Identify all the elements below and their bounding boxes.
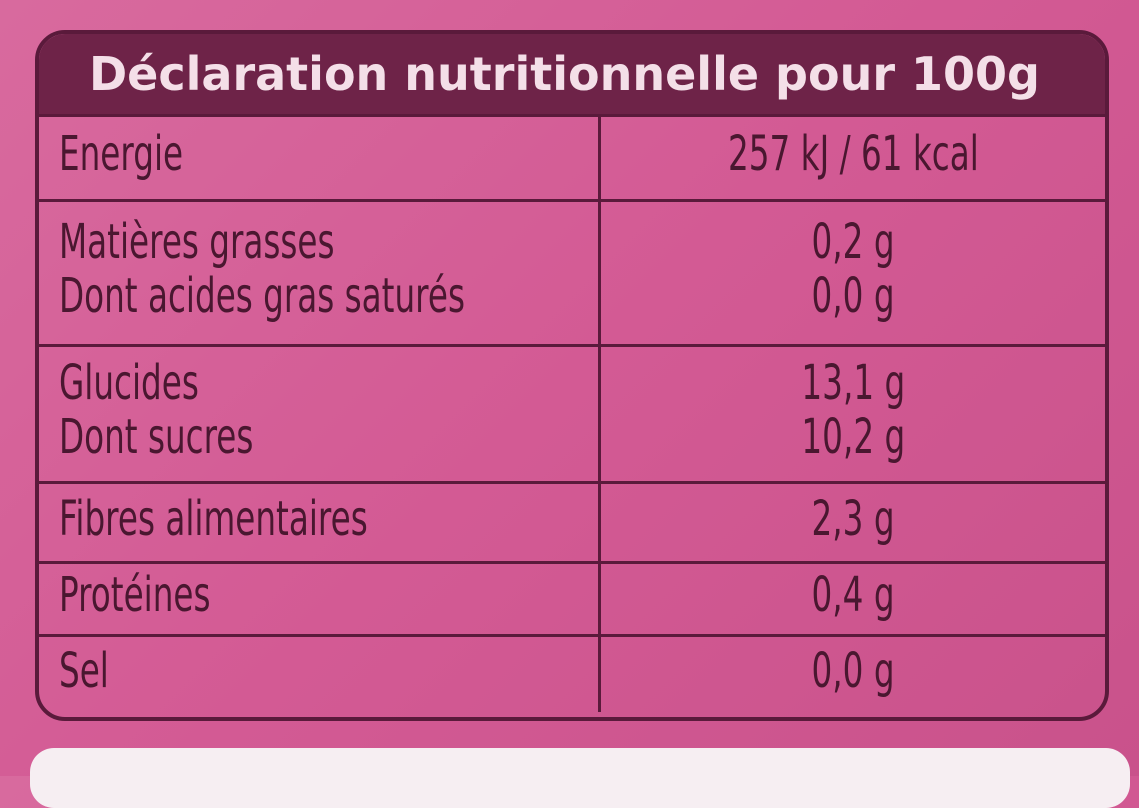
value-line: 2,3 g [601, 492, 1105, 546]
decoration-strip [30, 748, 1130, 808]
table-header: Déclaration nutritionnelle pour 100g [39, 34, 1105, 114]
label-cell: Energie [39, 117, 601, 199]
label-text: Sel [59, 642, 109, 699]
value-line: 0,0 g [601, 269, 1105, 323]
table-row: Protéines 0,4 g [39, 561, 1105, 634]
label-cell: Glucides Dont sucres [39, 347, 601, 481]
header-title: Déclaration nutritionnelle pour 100g [89, 47, 1040, 101]
label-line: Glucides [59, 356, 598, 410]
nutrition-table: Déclaration nutritionnelle pour 100g Ene… [35, 30, 1109, 721]
value-text: 2,3 g [811, 490, 895, 547]
label-cell: Fibres alimentaires [39, 484, 601, 561]
label-cell: Protéines [39, 564, 601, 634]
table-row: Sel 0,0 g [39, 634, 1105, 712]
label-line: Dont acides gras saturés [59, 269, 598, 323]
table-row: Fibres alimentaires 2,3 g [39, 481, 1105, 561]
value-text: 0,0 g [811, 268, 895, 324]
label-line: Dont sucres [59, 410, 598, 464]
value-cell: 0,0 g [601, 637, 1105, 712]
label-text: Glucides [59, 355, 199, 411]
value-cell: 13,1 g 10,2 g [601, 347, 1105, 481]
label-text: Dont sucres [59, 409, 254, 465]
label-text: Protéines [59, 567, 211, 623]
label-line: Sel [59, 644, 598, 698]
table-row: Energie 257 kJ / 61 kcal [39, 114, 1105, 199]
label-cell: Sel [39, 637, 601, 712]
table-body: Energie 257 kJ / 61 kcal Matières grasses D… [39, 114, 1105, 712]
value-text: 0,4 g [811, 567, 895, 623]
label-line: Energie [59, 127, 598, 181]
value-cell: 0,4 g [601, 564, 1105, 634]
value-line: 0,4 g [601, 568, 1105, 622]
label-line: Matières grasses [59, 215, 598, 269]
value-line: 257 kJ / 61 kcal [601, 127, 1105, 181]
value-line: 0,2 g [601, 215, 1105, 269]
value-text: 257 kJ / 61 kcal [727, 126, 979, 182]
label-text: Energie [59, 126, 184, 182]
value-cell: 2,3 g [601, 484, 1105, 561]
label-line: Fibres alimentaires [59, 492, 598, 546]
value-line: 13,1 g [601, 356, 1105, 410]
label-text: Fibres alimentaires [59, 490, 368, 547]
value-text: 0,0 g [811, 642, 895, 699]
label-text: Matières grasses [59, 214, 335, 270]
value-cell: 257 kJ / 61 kcal [601, 117, 1105, 199]
value-text: 13,1 g [801, 355, 905, 411]
table-row: Glucides Dont sucres 13,1 g 10,2 g [39, 344, 1105, 481]
label-line: Protéines [59, 568, 598, 622]
value-line: 0,0 g [601, 644, 1105, 698]
label-text: Dont acides gras saturés [59, 268, 465, 324]
value-cell: 0,2 g 0,0 g [601, 202, 1105, 344]
value-text: 0,2 g [811, 214, 895, 270]
label-cell: Matières grasses Dont acides gras saturés [39, 202, 601, 344]
value-text: 10,2 g [801, 409, 905, 465]
table-row: Matières grasses Dont acides gras saturés… [39, 199, 1105, 344]
value-line: 10,2 g [601, 410, 1105, 464]
